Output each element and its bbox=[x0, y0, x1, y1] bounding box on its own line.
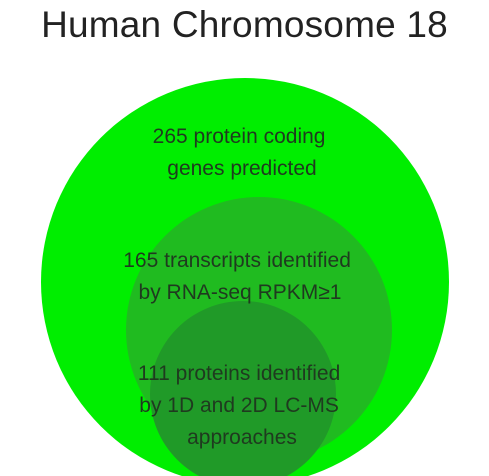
middle-label-line-1: 165 transcripts identified bbox=[123, 249, 351, 272]
inner-label-line-2: by 1D and 2D LC-MS bbox=[139, 394, 339, 417]
outer-label-line-2: genes predicted bbox=[167, 157, 316, 180]
diagram-title: Human Chromosome 18 bbox=[41, 4, 448, 45]
inner-circle-lc-ms-proteins bbox=[150, 301, 336, 476]
outer-label-line-1: 265 protein coding bbox=[153, 125, 326, 148]
outer-circle-label: 265 protein coding genes predicted bbox=[153, 125, 332, 180]
inner-label-line-3: approaches bbox=[187, 426, 297, 449]
middle-circle-label: 165 transcripts identified by RNA-seq RP… bbox=[123, 249, 356, 304]
middle-label-line-2: by RNA-seq RPKM≥1 bbox=[139, 281, 342, 304]
inner-label-line-1: 111 proteins identified bbox=[138, 362, 340, 385]
inner-circle-label: 111 proteins identified by 1D and 2D LC-… bbox=[138, 362, 346, 449]
